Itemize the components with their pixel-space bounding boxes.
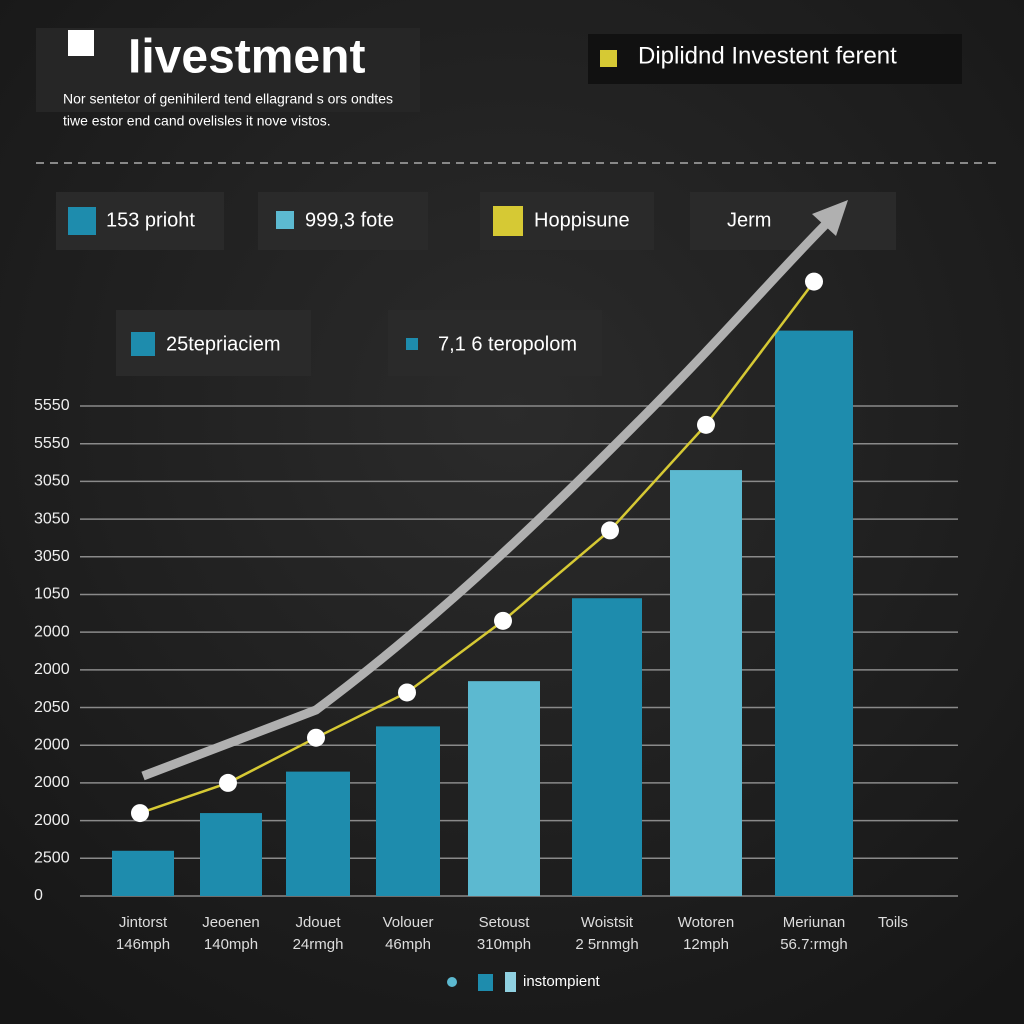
title: Iivestment — [128, 31, 365, 84]
y-tick-label: 2000 — [34, 661, 70, 678]
x-tick-label: Volouer — [383, 914, 434, 931]
y-tick-label: 2000 — [34, 623, 70, 640]
card-label: 25tepriaciem — [166, 333, 281, 355]
card-icon — [406, 338, 418, 350]
y-tick-label: 2050 — [34, 699, 70, 716]
line-point — [131, 804, 149, 823]
card-icon — [493, 206, 523, 236]
bar — [468, 681, 540, 896]
subtitle: tiwe estor end cand ovelisles it nove vi… — [63, 113, 331, 129]
x-tick-label: Jdouet — [295, 914, 341, 931]
badge-icon — [600, 50, 617, 67]
x-tick-label: Wotoren — [678, 914, 734, 931]
x-tick-sublabel: 2 5rnmgh — [575, 936, 638, 953]
y-tick-label: 0 — [34, 887, 43, 904]
y-tick-label: 3050 — [34, 510, 70, 527]
x-tick-sublabel: 56.7:rmgh — [780, 936, 848, 953]
line-point — [219, 773, 237, 792]
legend-swatch — [505, 972, 516, 992]
y-tick-label: 2500 — [34, 850, 70, 867]
x-tick-sublabel: 24rmgh — [293, 936, 344, 953]
y-tick-label: 2000 — [34, 774, 70, 791]
legend-swatch — [478, 974, 493, 991]
line-point — [805, 272, 823, 291]
bar — [775, 330, 853, 897]
card-label: Hoppisune — [534, 209, 630, 231]
card — [690, 192, 896, 250]
bar — [572, 598, 642, 896]
y-tick-label: 5550 — [34, 435, 70, 452]
line-point — [697, 415, 715, 434]
title-panel — [36, 28, 420, 112]
line — [139, 280, 815, 815]
x-tick-sublabel: 146mph — [116, 936, 170, 953]
badge — [588, 34, 962, 84]
card-label: 999,3 fote — [305, 209, 394, 231]
title-icon — [68, 30, 94, 56]
line-point — [601, 521, 619, 540]
x-tick-sublabel: 140mph — [204, 936, 258, 953]
y-tick-label: 3050 — [34, 473, 70, 490]
x-tick-label: Jeoenen — [202, 914, 260, 931]
bar — [112, 850, 174, 896]
x-tick-label: Jintorst — [119, 914, 168, 931]
card-label: 7,1 6 teropolom — [438, 333, 577, 355]
badge-text: Diplidnd Investent ferent — [638, 42, 897, 69]
bar — [376, 726, 440, 896]
card-icon — [276, 211, 294, 229]
line-point — [307, 728, 325, 747]
card-icon — [68, 207, 96, 235]
y-tick-label: 1050 — [34, 586, 70, 603]
trend-arrow — [141, 218, 832, 781]
card-label: Jerm — [727, 209, 771, 231]
plot: 0 2500 2000 2000 2000 2050 2000 2000 1050 3050 305… — [34, 272, 958, 953]
subtitle: Nor sentetor of genihilerd tend ellagran… — [63, 91, 393, 107]
y-tick-label: 3050 — [34, 548, 70, 565]
bar — [286, 771, 350, 896]
x-tick-sublabel: 12mph — [683, 936, 729, 953]
x-tick-label: Woistsit — [581, 914, 634, 931]
y-tick-label: 2000 — [34, 812, 70, 829]
legend-dot — [447, 977, 457, 987]
line-point — [398, 683, 416, 702]
bar — [200, 813, 262, 896]
x-tick-label: Toils — [878, 914, 908, 931]
x-tick-sublabel: 310mph — [477, 936, 531, 953]
trend-arrowhead — [812, 200, 848, 236]
card-icon — [131, 332, 155, 356]
x-tick-label: Meriunan — [783, 914, 846, 931]
legend-label: instompient — [523, 973, 601, 990]
y-tick-label: 2000 — [34, 736, 70, 753]
bar — [670, 470, 742, 896]
y-tick-label: 5550 — [34, 397, 70, 414]
x-tick-sublabel: 46mph — [385, 936, 431, 953]
x-tick-label: Setoust — [479, 914, 531, 931]
card-label: 153 prioht — [106, 209, 195, 231]
card — [388, 310, 602, 376]
line-point — [494, 611, 512, 630]
